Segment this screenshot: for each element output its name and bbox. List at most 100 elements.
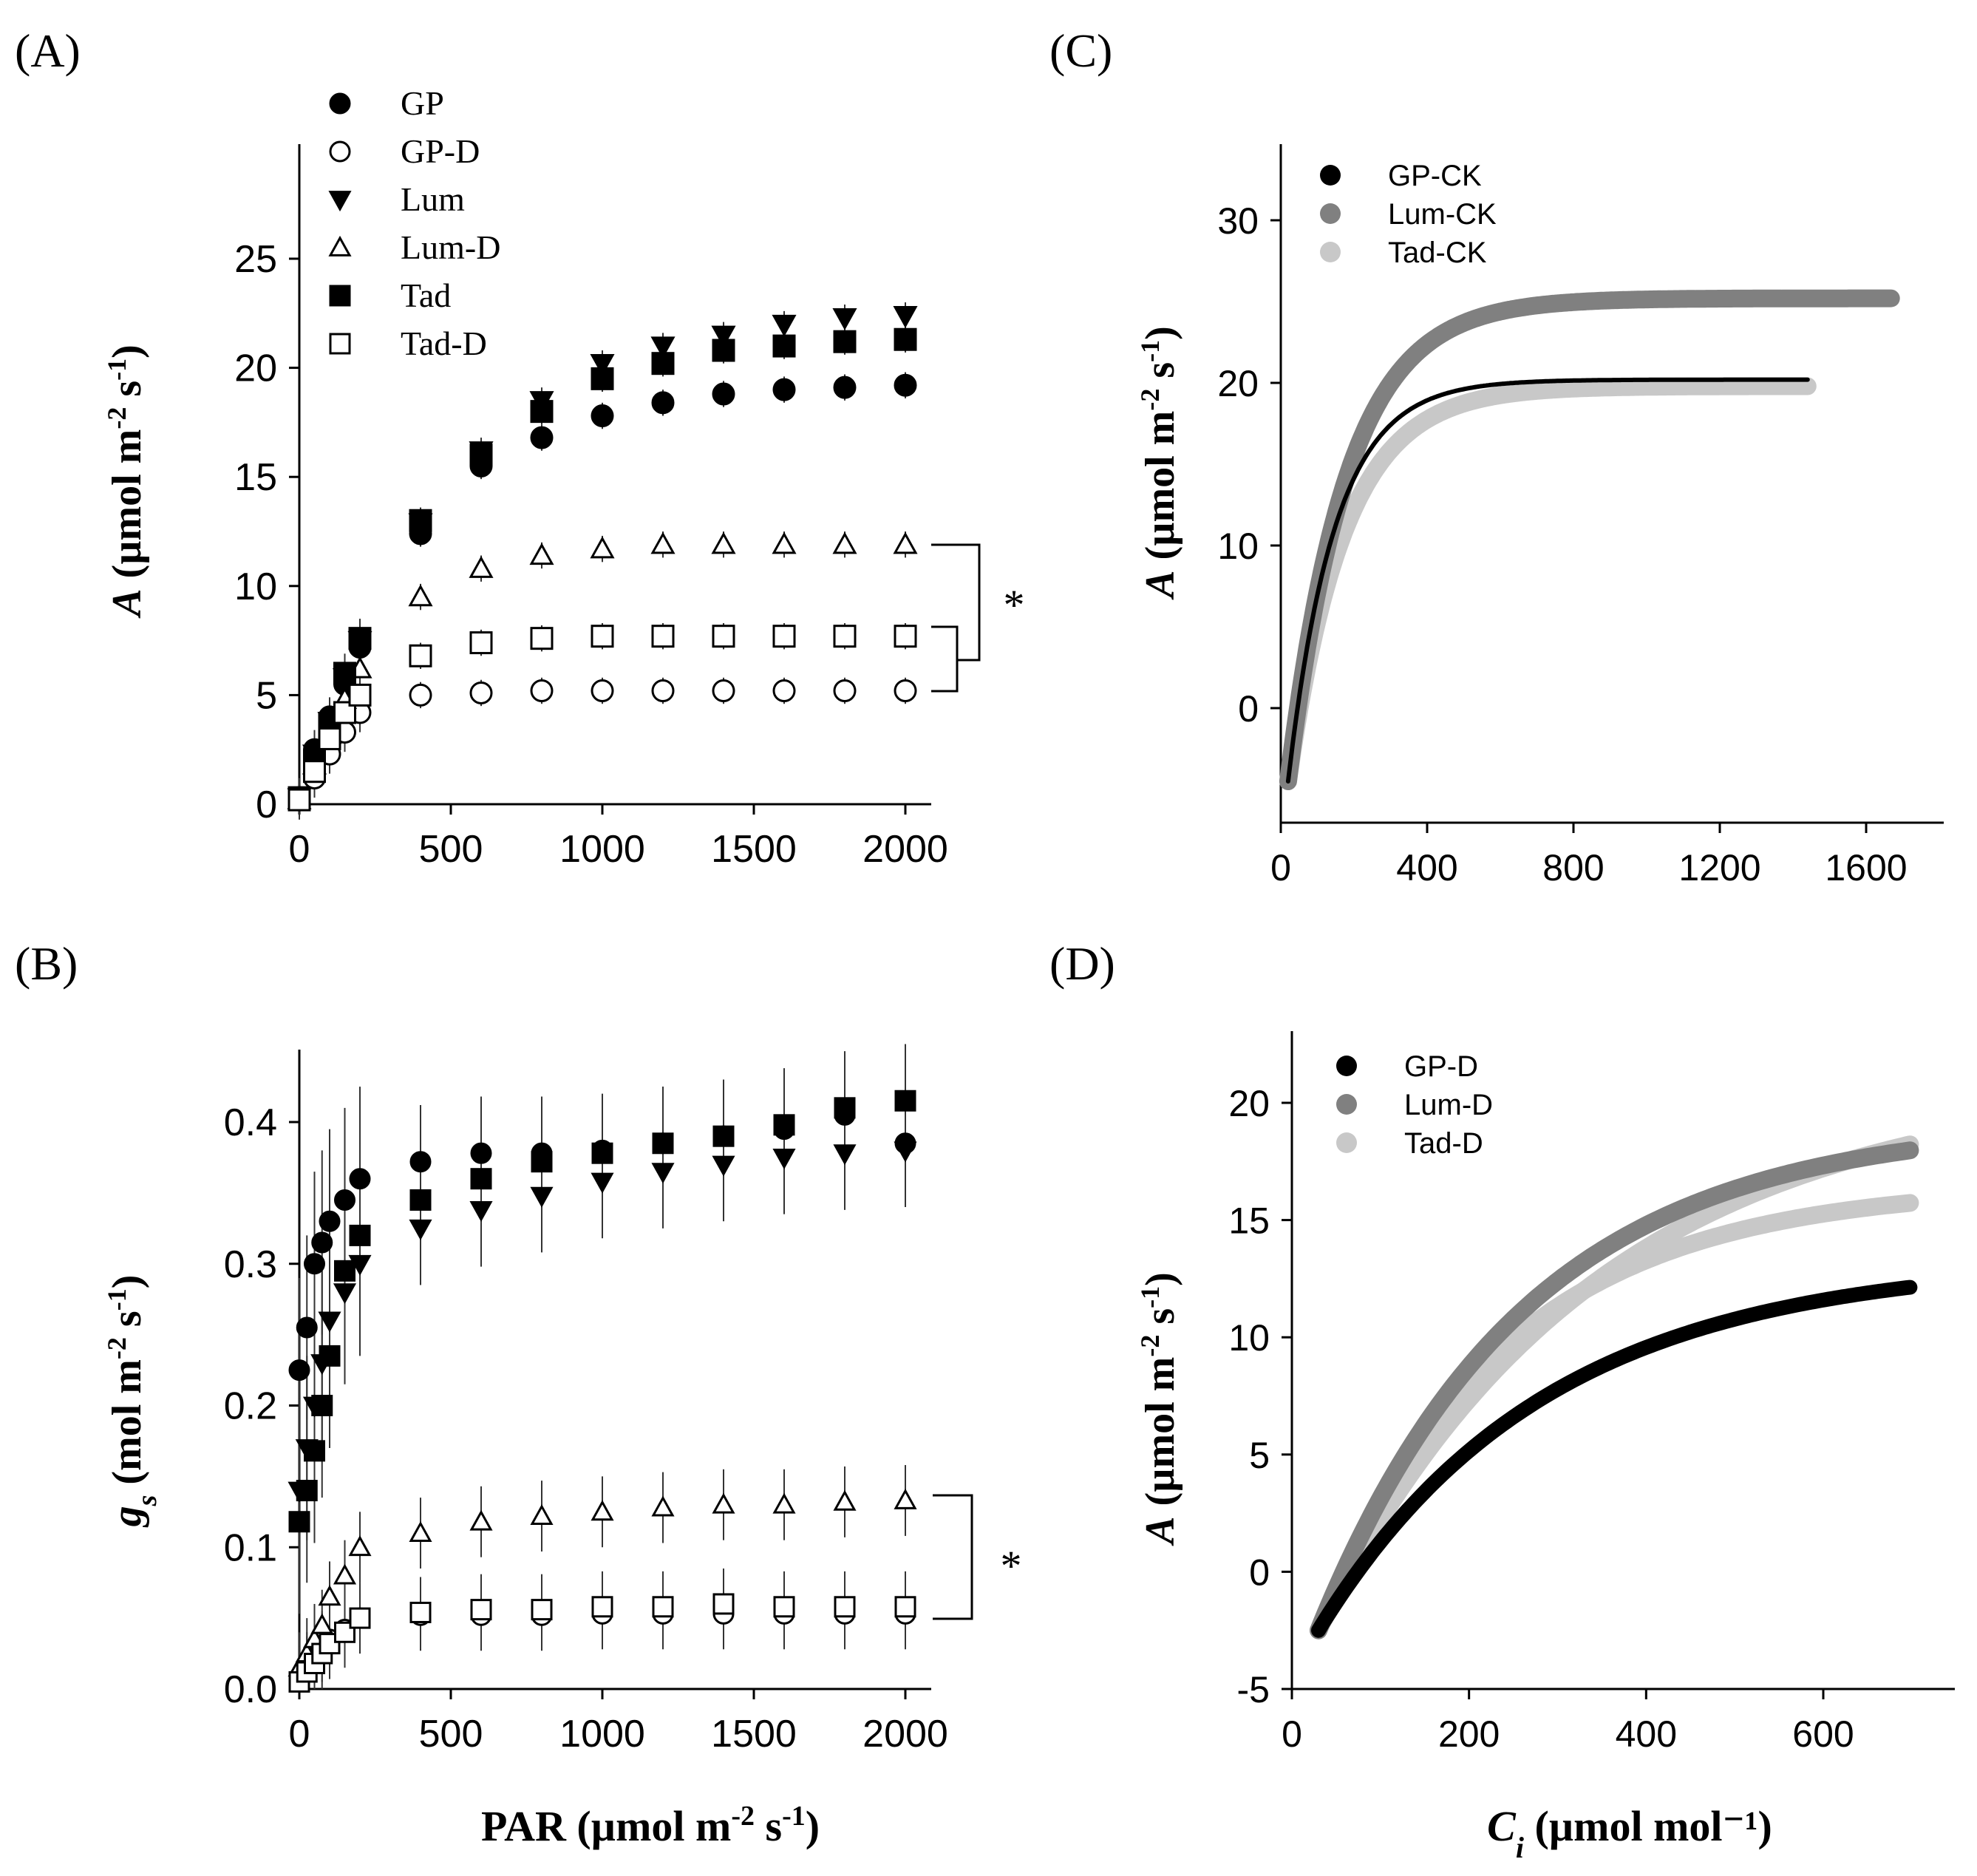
panel-c-curve-tad-ck [1279,377,1817,790]
panel-a-point-lum [893,306,918,328]
panel-b-point-lum-d [591,1500,614,1521]
panel-b-point-lum-d [409,1520,432,1542]
panel-b-point-lum [469,1200,493,1222]
panel-b-ylabel-unit-post: ) [104,1275,150,1289]
panel-a-point-lum-d [832,531,857,554]
panel-d-xlabel-sub: i [1516,1831,1524,1864]
panel-a-point-tad-d [348,683,372,707]
panel-a-point-tad [651,352,675,375]
panel-a-ytick-label: 0 [256,784,277,826]
panel-a-point-tad-d [591,625,614,648]
panel-a-point-tad [591,367,614,390]
panel-a-xtick-label: 1000 [559,828,645,871]
panel-b-xtick-label: 1500 [711,1713,797,1756]
panel-c-ylabel-mid: s [1137,362,1183,389]
panel-a-point-lum [772,314,797,337]
panel-a-point-tad-d [530,627,554,650]
panel-b-point-tad [591,1142,613,1164]
panel-d-xlabel: Ci (µmol mol⁻¹) [1487,1802,1772,1864]
panel-b-point-gp [470,1142,492,1164]
panel-d-legend-label-tad-d: Tad-D [1404,1127,1483,1160]
panel-b-point-lum [333,1283,357,1305]
panel-label-d: (D) [1049,937,1115,990]
panel-b-point-tad [288,1511,310,1533]
panel-a-point-tad-d [894,625,917,648]
panel-a-point-tad-d [651,625,675,648]
panel-b-chart: 0 500 1000 1500 2000 0.00.10.20.30.4 * gs (m… [102,1044,1022,1850]
panel-d-curve-lum-d [1310,1141,1919,1639]
panel-b-bracket [933,1494,973,1620]
panel-b-point-tad [470,1168,492,1190]
panel-c-curve-gp-ck [1285,377,1810,784]
panel-c-legend-label-tad-ck: Tad-CK [1388,237,1487,269]
panel-c-axes [1279,144,1944,824]
panel-c-ytick-label: 20 [1217,363,1259,404]
panel-b-xlabel-pre: PAR (µmol m [481,1802,731,1850]
panel-a-point-gp-d [833,679,857,702]
panel-b-xlabel-post: ) [806,1802,820,1850]
panel-b-point-tad-d [773,1596,795,1618]
panel-b-point-gp [349,1168,371,1190]
panel-a-point-tad [894,327,917,351]
panel-b-xlabel-sup2: -1 [782,1801,806,1832]
panel-c-xtick-label: 0 [1270,847,1291,888]
panel-b-point-lum-d [318,1585,341,1606]
panel-a-legend-marker-tad-d [329,333,351,355]
panel-b-xlabel-sup1: -2 [731,1801,755,1832]
panel-c-legend: GP-CK Lum-CK Tad-CK [1320,160,1497,269]
panel-b-xtick-label: 2000 [862,1713,948,1756]
panel-b-point-tad [311,1395,333,1416]
panel-b-point-tad [773,1114,795,1136]
panel-b-ylabel-sup1: -2 [102,1337,132,1359]
panel-b-point-tad [409,1189,432,1211]
panel-d-xlabel-var: C [1487,1802,1517,1850]
panel-a-legend-marker-gp [329,92,351,115]
panel-b-point-tad [296,1480,318,1502]
panel-b-point-lum-d [894,1488,917,1509]
panel-b-point-lum [318,1311,341,1333]
panel-d-legend-marker-gp-d [1336,1056,1357,1076]
panel-b-xlabel: PAR (µmol m-2 s-1) [481,1801,820,1850]
panel-a-point-gp [651,391,675,415]
panel-a-point-gp-d [409,683,432,707]
panel-c-ytick-label: 10 [1217,526,1259,567]
panel-b-point-tad [652,1132,674,1155]
panel-a-bracket-outer [931,543,981,662]
panel-a-legend-label-tad-d: Tad-D [401,324,487,362]
panel-b-point-tad [712,1125,735,1147]
panel-a-chart: 0 500 1000 1500 2000 0 5 10 15 20 25 GP GP-D Lum Lum… [102,84,1025,871]
panel-b-ytick-label: 0.2 [224,1385,277,1428]
panel-a-point-tad-d [712,625,735,648]
panel-c-xtick-label: 800 [1542,847,1604,888]
panel-c-yticks: 0 10 20 30 [1217,200,1281,730]
panel-b-point-lum [591,1172,614,1194]
panel-a-point-tad-d [303,760,326,784]
panel-a-xticks: 0 500 1000 1500 2000 [289,804,948,871]
panel-a-point-lum-d [529,543,554,565]
panel-a-point-lum-d [893,531,918,554]
panel-d-yticks: -5 0 5 10 15 20 [1228,1083,1292,1710]
panel-b-point-tad [349,1224,371,1246]
panel-a-ylabel-mid: s [104,381,150,407]
panel-a-point-tad-d [469,631,493,655]
panel-a-point-lum-d [772,531,797,554]
panel-a-point-lum-d [711,531,736,554]
panel-b-ylabel-var: g [104,1506,150,1528]
panel-a-point-gp-d [469,681,493,704]
panel-a-point-gp [530,426,554,449]
panel-b-point-lum [712,1155,735,1177]
panel-b-ylabel: gs (mol m-2 s-1) [102,1275,163,1529]
panel-d-curves [1310,1135,1919,1639]
panel-a-point-gp-d [651,679,675,702]
panel-d-ylabel-sup1: -2 [1135,1335,1165,1357]
panel-a-point-tad-d [833,625,857,648]
panel-c-curves [1279,289,1900,790]
panel-d-xtick-label: 200 [1438,1713,1500,1755]
panel-d-xticks: 0 200 400 600 [1282,1689,1854,1755]
panel-a-point-lum [590,353,615,376]
panel-b-point-lum-d [469,1509,493,1531]
panel-b-point-tad [894,1090,916,1112]
panel-b-point-gp [319,1210,341,1232]
panel-a-point-gp [772,378,796,401]
panel-a-ytick-label: 15 [234,456,277,499]
